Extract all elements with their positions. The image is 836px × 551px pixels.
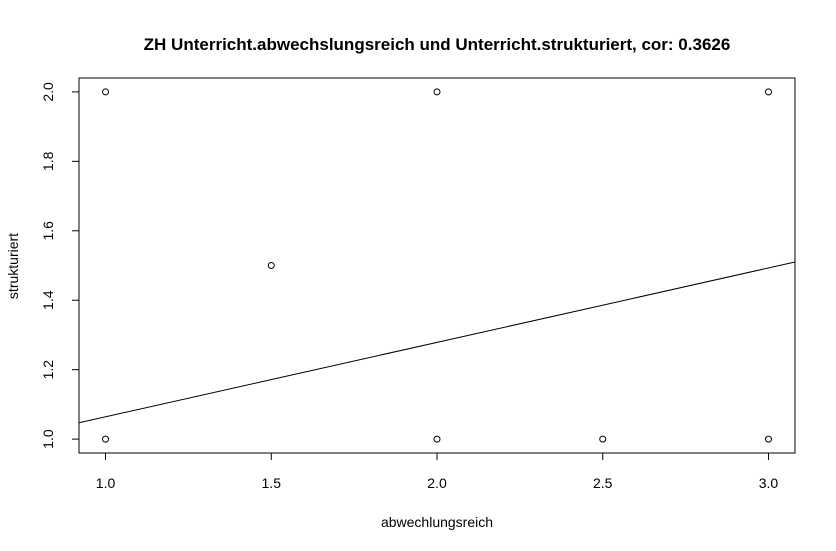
y-tick-label: 1.0	[40, 429, 56, 449]
regression-line	[78, 261, 796, 424]
data-point	[599, 435, 607, 443]
y-tick-label: 1.2	[40, 360, 56, 380]
data-point	[764, 435, 772, 443]
chart-title: ZH Unterricht.abwechslungsreich und Unte…	[144, 35, 731, 54]
data-point	[433, 435, 441, 443]
y-tick-label: 1.6	[40, 221, 56, 241]
data-point	[267, 262, 275, 269]
x-tick-label: 1.5	[262, 475, 282, 491]
y-axis: 1.0 1.2 1.4 1.6 1.8 2.0	[40, 82, 80, 449]
regression-line-group	[78, 261, 796, 424]
x-axis-label: abwechlungsreich	[381, 514, 493, 530]
x-tick-label: 1.0	[96, 475, 116, 491]
plot-area-frame	[78, 77, 796, 454]
data-point	[764, 88, 772, 96]
x-axis: 1.0 1.5 2.0 2.5 3.0	[96, 452, 779, 491]
x-tick-label: 2.5	[593, 475, 613, 491]
data-point	[102, 435, 110, 443]
y-tick-label: 2.0	[40, 82, 56, 102]
x-tick-label: 3.0	[759, 475, 779, 491]
data-points	[102, 88, 772, 443]
data-point	[433, 88, 441, 96]
y-axis-label: strukturiert	[5, 233, 21, 299]
data-point	[102, 88, 110, 96]
y-tick-label: 1.4	[40, 290, 56, 310]
x-tick-label: 2.0	[427, 475, 447, 491]
y-tick-label: 1.8	[40, 151, 56, 171]
